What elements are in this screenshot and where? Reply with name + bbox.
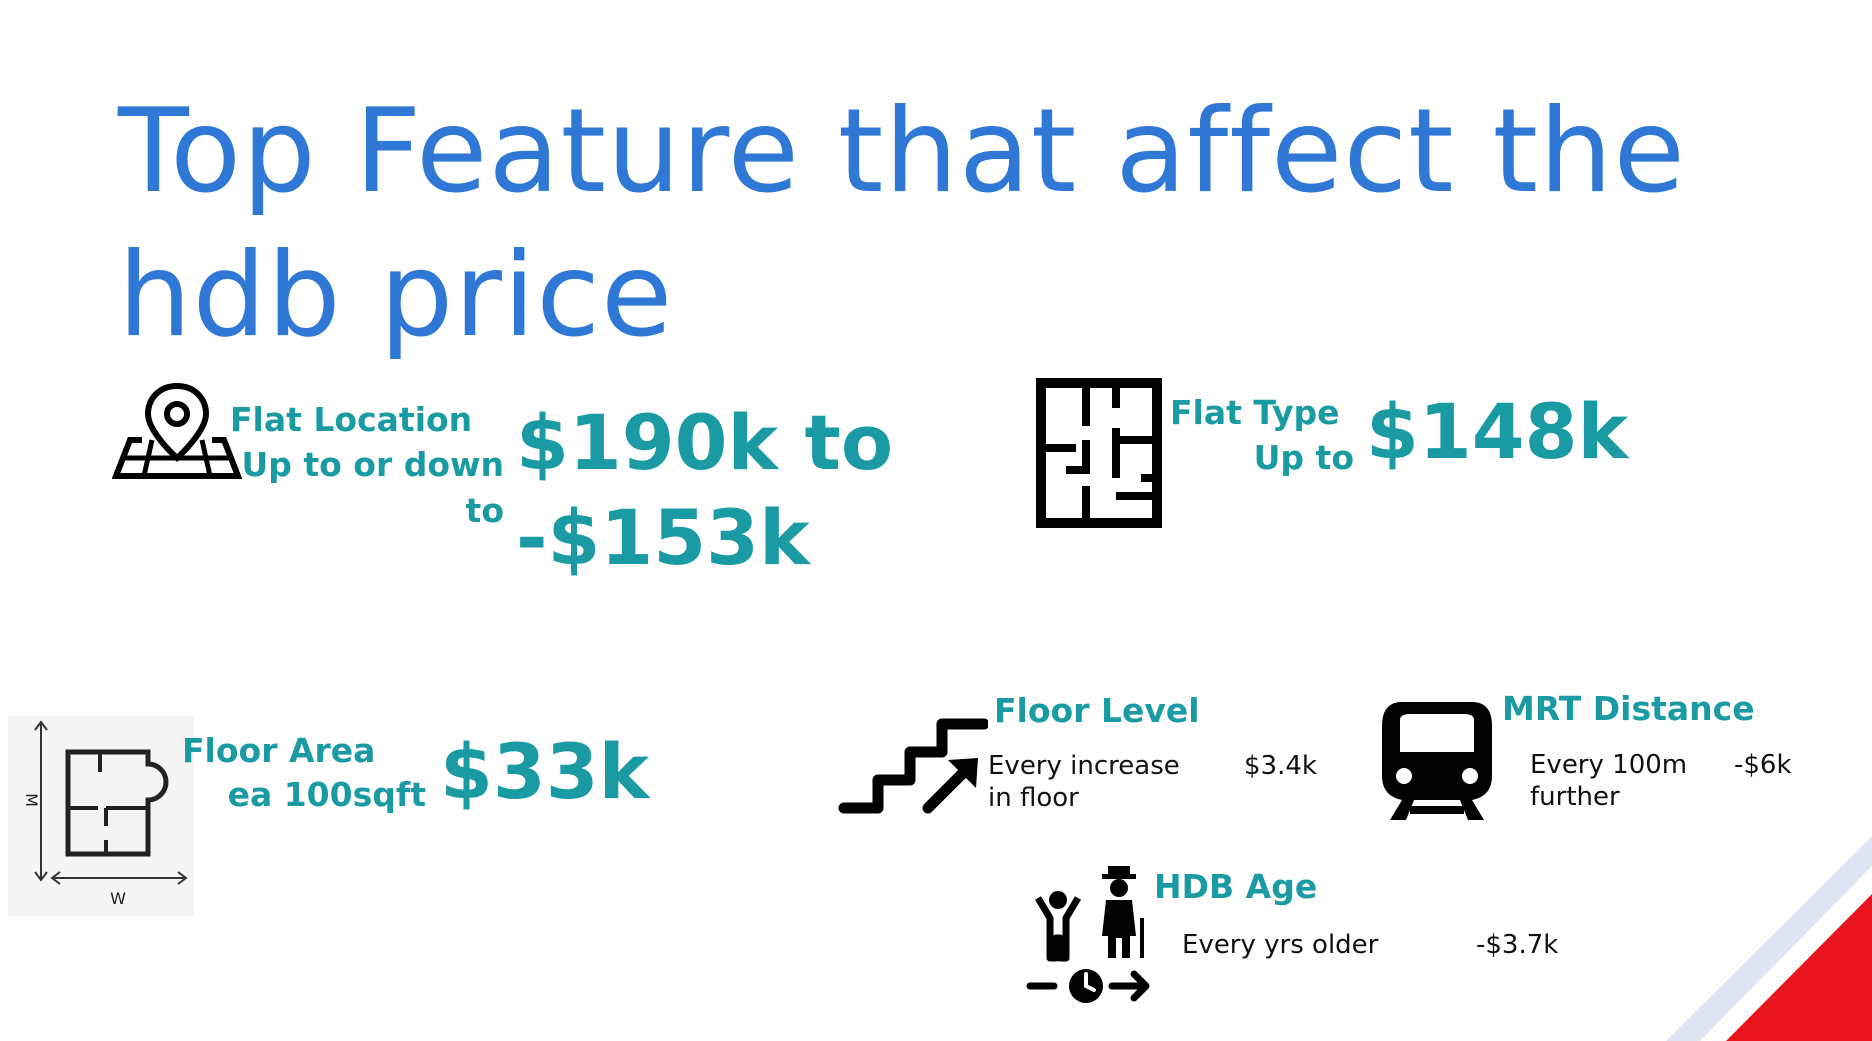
location-value-1: $190k to — [516, 398, 894, 487]
aging-people-icon — [1026, 862, 1152, 1006]
corner-decoration — [1660, 830, 1872, 1041]
flat-type-label-2: Up to — [1253, 438, 1354, 477]
mrt-desc-1: Every 100m — [1530, 750, 1688, 780]
location-label-2: Up to or down — [241, 445, 504, 484]
flat-type-value: $148k — [1366, 387, 1629, 476]
floor-plan-icon — [1036, 378, 1162, 528]
hdb-age-value: -$3.7k — [1476, 930, 1559, 960]
location-label-3: to — [465, 491, 504, 530]
mrt-value: -$6k — [1734, 750, 1792, 780]
stairs-up-icon — [838, 698, 988, 816]
mrt-desc-2: further — [1530, 782, 1620, 812]
floor-level-label: Floor Level — [994, 691, 1200, 730]
mrt-label: MRT Distance — [1502, 689, 1755, 728]
map-pin-icon — [112, 382, 242, 480]
floor-area-plan-icon: W M — [8, 716, 194, 916]
floor-level-value: $3.4k — [1244, 751, 1317, 781]
hdb-age-desc: Every yrs older — [1182, 930, 1379, 960]
location-label-1: Flat Location — [230, 400, 473, 439]
floor-level-desc-1: Every increase — [988, 751, 1180, 781]
slide-title: Top Feature that affect the hdb price — [118, 84, 1686, 363]
train-icon — [1380, 696, 1494, 822]
axis-m-label: M — [22, 793, 41, 807]
floor-area-value: $33k — [440, 727, 650, 816]
location-value-2: -$153k — [516, 493, 810, 582]
flat-type-label-1: Flat Type — [1170, 393, 1340, 432]
hdb-age-label: HDB Age — [1154, 867, 1318, 906]
floor-level-desc-2: in floor — [988, 783, 1079, 813]
axis-w-label: W — [110, 889, 126, 908]
floor-area-label-2: ea 100sqft — [227, 775, 426, 814]
floor-area-label-1: Floor Area — [182, 731, 376, 770]
